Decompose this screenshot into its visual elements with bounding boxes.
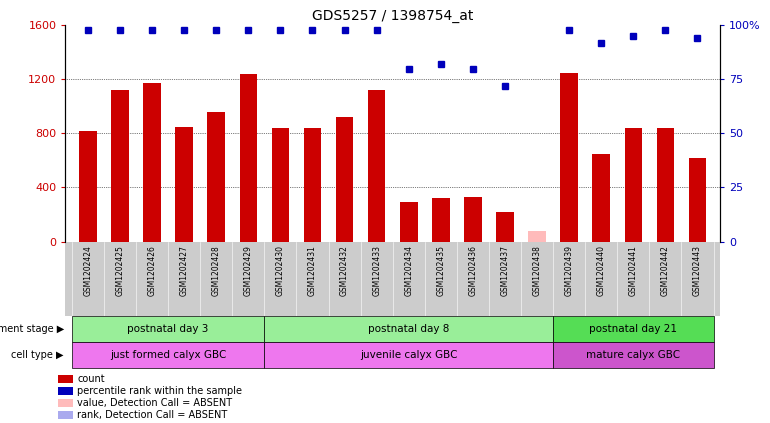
Text: GSM1202428: GSM1202428	[212, 245, 221, 296]
Bar	[58, 375, 73, 383]
Text: count: count	[77, 374, 105, 384]
Bar	[58, 387, 73, 395]
Text: GSM1202432: GSM1202432	[340, 245, 349, 296]
Text: GSM1202426: GSM1202426	[148, 245, 156, 296]
Text: GSM1202440: GSM1202440	[597, 245, 606, 296]
Bar	[561, 73, 578, 242]
Bar	[624, 128, 642, 242]
Bar	[58, 399, 73, 407]
Bar	[592, 154, 610, 242]
Bar	[272, 128, 290, 242]
Bar	[58, 412, 73, 419]
Bar	[72, 342, 264, 368]
Text: just formed calyx GBC: just formed calyx GBC	[110, 350, 226, 360]
Text: GSM1202431: GSM1202431	[308, 245, 317, 296]
Text: GSM1202427: GSM1202427	[179, 245, 189, 296]
Bar	[553, 342, 714, 368]
Text: development stage ▶: development stage ▶	[0, 324, 64, 334]
Text: percentile rank within the sample: percentile rank within the sample	[77, 386, 242, 396]
Text: GSM1202437: GSM1202437	[500, 245, 510, 296]
Bar	[207, 112, 225, 242]
Text: juvenile calyx GBC: juvenile calyx GBC	[360, 350, 457, 360]
Bar	[464, 197, 482, 242]
Bar	[368, 90, 386, 242]
Text: GSM1202429: GSM1202429	[244, 245, 253, 296]
Text: GSM1202439: GSM1202439	[564, 245, 574, 296]
Bar	[528, 231, 546, 242]
Bar	[336, 117, 353, 242]
Text: GSM1202424: GSM1202424	[83, 245, 92, 296]
Bar	[111, 90, 129, 242]
Bar	[496, 212, 514, 242]
Text: value, Detection Call = ABSENT: value, Detection Call = ABSENT	[77, 398, 232, 408]
Text: GSM1202435: GSM1202435	[437, 245, 445, 296]
Text: GSM1202436: GSM1202436	[468, 245, 477, 296]
Bar	[143, 83, 161, 242]
Text: GSM1202443: GSM1202443	[693, 245, 702, 296]
Bar	[432, 198, 450, 242]
Text: GSM1202434: GSM1202434	[404, 245, 413, 296]
Text: GSM1202442: GSM1202442	[661, 245, 670, 296]
Text: GSM1202433: GSM1202433	[372, 245, 381, 296]
Text: postnatal day 21: postnatal day 21	[589, 324, 678, 334]
Bar	[239, 74, 257, 242]
Text: GSM1202438: GSM1202438	[533, 245, 541, 296]
Bar	[264, 316, 553, 342]
Bar	[553, 316, 714, 342]
Bar	[688, 158, 706, 242]
Bar	[400, 202, 417, 242]
Text: mature calyx GBC: mature calyx GBC	[586, 350, 681, 360]
Text: rank, Detection Call = ABSENT: rank, Detection Call = ABSENT	[77, 410, 227, 420]
Text: GSM1202425: GSM1202425	[116, 245, 125, 296]
Bar	[264, 342, 553, 368]
Bar	[176, 127, 193, 242]
Bar	[303, 128, 321, 242]
Text: GSM1202441: GSM1202441	[629, 245, 638, 296]
Bar	[72, 316, 264, 342]
Text: postnatal day 3: postnatal day 3	[127, 324, 209, 334]
Bar	[657, 128, 675, 242]
Title: GDS5257 / 1398754_at: GDS5257 / 1398754_at	[312, 9, 474, 23]
Bar	[79, 131, 97, 242]
Text: GSM1202430: GSM1202430	[276, 245, 285, 296]
Text: cell type ▶: cell type ▶	[12, 350, 64, 360]
Text: postnatal day 8: postnatal day 8	[368, 324, 450, 334]
